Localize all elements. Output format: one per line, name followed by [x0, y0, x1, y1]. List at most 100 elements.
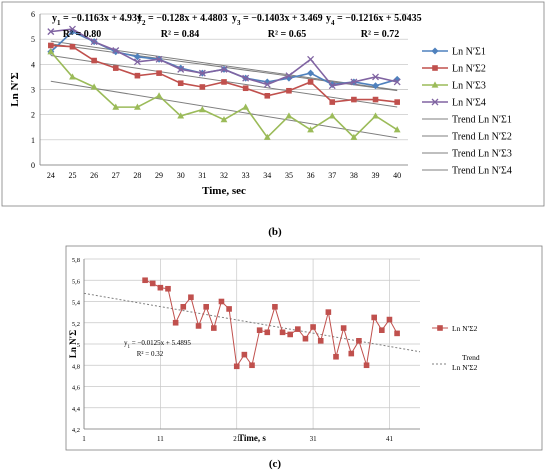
- chart-c-x-tick: 21: [233, 435, 241, 443]
- chart-c-point: [211, 325, 217, 331]
- chart-b-point: [134, 72, 141, 79]
- chart-b-x-tick: 24: [47, 171, 55, 180]
- chart-b-point: [133, 58, 141, 66]
- chart-b-legend-label: Trend Ln N′Σ1: [452, 115, 512, 126]
- chart-b-point: [112, 103, 120, 110]
- chart-b-point: [48, 42, 54, 49]
- chart-b-x-tick: 38: [350, 171, 358, 180]
- chart-b-point: [198, 106, 206, 113]
- chart-b-y-tick: 0: [31, 161, 35, 170]
- chart-b-legend-marker: [431, 47, 439, 55]
- chart-c-point: [272, 304, 278, 310]
- chart-b-point: [90, 83, 98, 90]
- chart-c-x-label: Time, s: [238, 433, 266, 443]
- chart-b-y-tick: 2: [31, 111, 35, 120]
- chart-b-legend-label: Ln N′Σ3: [452, 81, 486, 92]
- chart-b-point: [329, 99, 336, 105]
- chart-b-legend-marker: [431, 81, 439, 88]
- chart-c-series-line: [144, 279, 398, 368]
- chart-b-point: [263, 133, 271, 140]
- chart-b-point: [69, 73, 76, 80]
- chart-b-y-tick: 5: [31, 35, 35, 44]
- chart-c-y-tick: 5,6: [72, 278, 81, 285]
- chart-b-point: [372, 112, 379, 119]
- chart-c-point: [241, 351, 248, 358]
- chart-c-legend-label: Ln N′Σ2: [452, 363, 478, 372]
- chart-b-point: [91, 57, 97, 64]
- chart-b-point: [112, 65, 119, 71]
- chart-c-point: [218, 298, 225, 305]
- chart-b-y-tick: 1: [31, 136, 35, 145]
- chart-c-point: [279, 329, 286, 336]
- chart-b-x-tick: 30: [177, 171, 185, 180]
- chart-b-trendline: [50, 80, 398, 139]
- chart-b-equation: y1 = −0.1163x + 4.931: [52, 13, 142, 27]
- chart-b-x-tick: 25: [68, 171, 76, 180]
- chart-c-frame: [65, 245, 543, 451]
- chart-c-point: [233, 363, 240, 370]
- chart-b-point: [307, 126, 314, 133]
- chart-c-point: [394, 330, 400, 337]
- chart-b-point: [393, 78, 401, 86]
- chart-c-legend-marker: [437, 325, 443, 331]
- chart-c-point: [165, 285, 171, 292]
- chart-b-point: [263, 81, 271, 88]
- chart-c-point: [386, 316, 393, 323]
- chart-c-point: [333, 353, 339, 360]
- chart-c-point: [379, 327, 385, 333]
- chart-b-point: [372, 82, 380, 90]
- chart-c: 4,24,44,64,855,25,45,65,81 11 21 31 41Time, …: [65, 245, 543, 451]
- chart-c-point: [325, 309, 332, 315]
- chart-b-trendline: [50, 40, 398, 91]
- chart-c-y-tick: 5: [77, 342, 80, 349]
- chart-c-x-tick: 1: [82, 435, 86, 443]
- chart-b-point: [220, 65, 228, 73]
- panel-label-b: (b): [268, 226, 282, 238]
- chart-b-point: [307, 79, 314, 85]
- chart-b-point: [242, 103, 250, 110]
- chart-b-point: [134, 103, 141, 110]
- chart-c-point: [195, 323, 202, 329]
- chart-b-legend-label: Trend Ln N′Σ4: [452, 166, 512, 177]
- chart-b-point: [90, 38, 98, 46]
- chart-b-x-tick: 31: [198, 171, 206, 180]
- chart-b-point: [286, 87, 292, 94]
- chart-b-r2: R² = 0.72: [361, 29, 399, 40]
- chart-b-x-label: Time, sec: [202, 185, 246, 197]
- chart-b-point: [155, 55, 163, 63]
- chart-b-point: [133, 53, 141, 61]
- chart-c-point: [356, 338, 362, 344]
- chart-b-y-label: Ln N′Σ: [9, 72, 21, 106]
- chart-b-x-tick: 33: [242, 171, 250, 180]
- chart-c-point: [348, 350, 355, 357]
- chart-c-point: [172, 319, 179, 326]
- chart-b-point: [69, 43, 76, 50]
- chart-b-point: [177, 80, 184, 87]
- chart-b-point: [177, 112, 185, 119]
- chart-b-point: [220, 116, 228, 123]
- chart-b-y-tick: 3: [31, 86, 35, 95]
- chart-c-point: [302, 335, 309, 342]
- chart-c-y-tick: 4,8: [72, 363, 80, 370]
- chart-b-frame: [1, 1, 545, 207]
- chart-c-point: [295, 326, 301, 332]
- chart-c-r2: R² = 0.32: [137, 350, 164, 358]
- chart-b-r2: R² = 0.80: [63, 29, 101, 40]
- chart-b-legend-marker: [431, 98, 439, 106]
- chart-b-point: [177, 65, 185, 73]
- chart-c-y-tick: 5,4: [72, 300, 81, 307]
- chart-c-point: [264, 329, 271, 336]
- chart-b-x-tick: 40: [393, 171, 401, 180]
- chart-b-equation: y2 = −0.128x + 4.4803: [137, 13, 228, 27]
- chart-c-equation: y1 = −0.0125x + 5.4895: [124, 339, 191, 350]
- chart-b-x-tick: 36: [307, 171, 315, 180]
- chart-b-point: [264, 92, 271, 99]
- chart-b-x-tick: 27: [112, 171, 120, 180]
- chart-b-point: [242, 85, 249, 92]
- chart-c-point: [249, 362, 255, 369]
- chart-b-x-tick: 32: [220, 171, 228, 180]
- chart-c-y-tick: 5,8: [72, 257, 80, 264]
- chart-b-point: [394, 99, 400, 105]
- chart-c-point: [363, 362, 370, 369]
- chart-c-point: [371, 314, 377, 321]
